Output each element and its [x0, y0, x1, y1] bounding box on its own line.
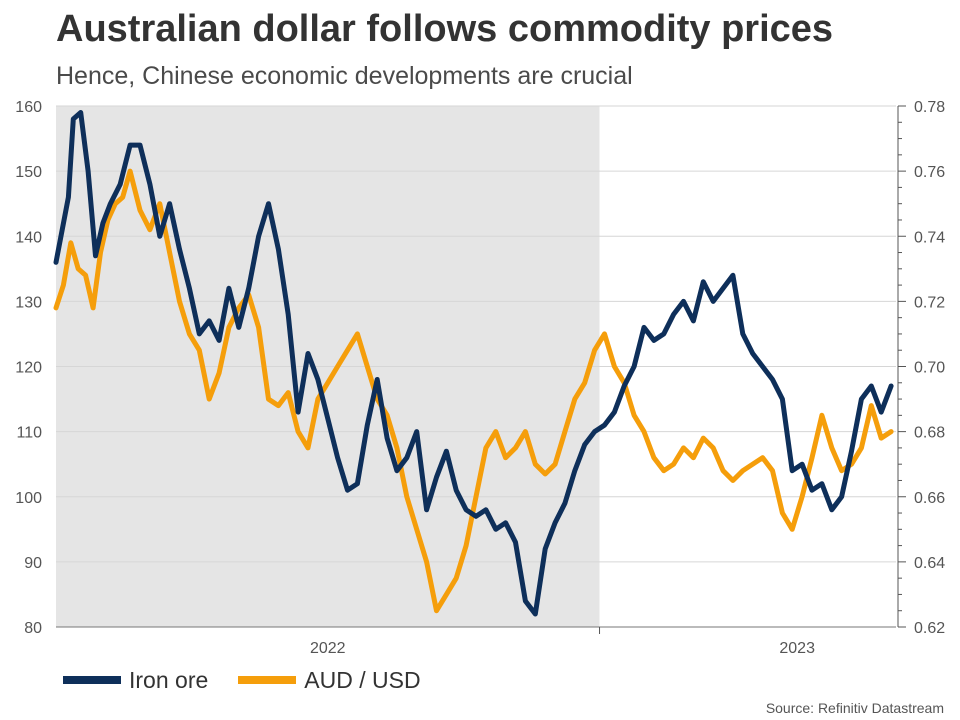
left-tick-label: 160 [15, 99, 42, 116]
legend-swatch-iron-ore [63, 676, 121, 684]
left-tick-label: 90 [24, 555, 42, 572]
legend-item-aud-usd: AUD / USD [238, 666, 421, 694]
legend-swatch-aud-usd [238, 676, 297, 684]
left-tick-label: 150 [15, 164, 42, 181]
right-tick-label: 0.68 [914, 425, 945, 442]
x-tick-label: 2023 [779, 640, 815, 657]
right-tick-label: 0.76 [914, 164, 945, 181]
right-tick-label: 0.64 [914, 555, 945, 572]
left-tick-label: 110 [16, 425, 42, 442]
right-tick-label: 0.62 [914, 620, 945, 637]
line-chart: 80 90 100 110 120 130 140 150 160 0.62 0.64 0.66 0.6… [15, 99, 945, 657]
legend: Iron ore AUD / USD [63, 665, 451, 695]
left-tick-label: 100 [15, 490, 42, 507]
right-tick-label: 0.70 [914, 360, 945, 377]
legend-label-aud-usd: AUD / USD [304, 666, 421, 693]
right-tick-label: 0.74 [914, 229, 945, 246]
source-note: Source: Refinitiv Datastream [765, 700, 944, 716]
series-line-aud-usd [53, 168, 894, 614]
series-line-iron-ore [53, 110, 894, 617]
left-tick-label: 80 [24, 620, 42, 637]
legend-item-iron-ore: Iron ore [63, 667, 208, 694]
chart-title: Australian dollar follows commodity pric… [56, 8, 834, 50]
chart-subtitle: Hence, Chinese economic developments are… [56, 62, 633, 90]
left-tick-label: 120 [15, 360, 42, 377]
right-tick-label: 0.78 [914, 99, 945, 116]
left-tick-label: 130 [15, 294, 42, 311]
legend-label-iron-ore: Iron ore [129, 666, 209, 693]
x-tick-label: 2022 [310, 640, 346, 657]
right-tick-label: 0.72 [914, 294, 945, 311]
right-tick-label: 0.66 [914, 490, 945, 507]
left-tick-label: 140 [15, 229, 42, 246]
